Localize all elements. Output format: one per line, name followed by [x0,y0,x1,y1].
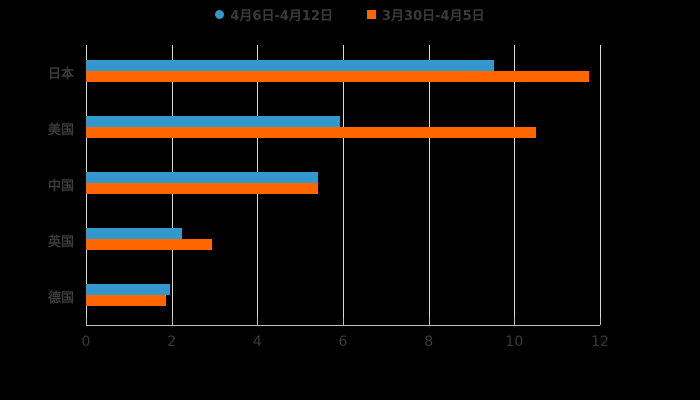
x-axis-tick-label: 6 [338,334,348,350]
x-axis-tick [428,318,430,325]
x-axis-tick-label: 12 [591,334,609,350]
legend-label: 3月30日-4月5日 [382,8,485,24]
bar-series2[interactable] [86,239,213,250]
square-marker-icon [367,9,376,19]
category-label: 英国 [48,235,75,250]
legend-label: 4月6日-4月12日 [230,8,333,24]
category-label: 中国 [48,179,75,194]
bar-series2[interactable] [86,295,167,306]
bar-series1[interactable] [86,60,495,71]
bar-series1[interactable] [86,284,170,295]
x-axis-tick [600,318,601,325]
x-axis-tick-label: 0 [81,334,91,350]
legend-item-series2[interactable]: 3月30日-4月5日 [367,5,485,24]
bar-series1[interactable] [86,116,341,127]
x-axis-tick-label: 4 [252,334,262,350]
gridline [343,45,344,325]
bar-series2[interactable] [86,183,319,194]
x-axis [86,325,600,326]
bar-series1[interactable] [86,228,182,239]
chart-legend: 4月6日-4月12日 3月30日-4月5日 [0,4,700,24]
bar-series2[interactable] [86,71,590,82]
category-label: 美国 [48,123,75,138]
gridline [600,45,601,325]
gridline [428,45,430,325]
circle-marker-icon [215,9,225,19]
bar-series2[interactable] [86,127,536,138]
x-axis-tick [514,318,516,325]
category-label: 日本 [48,67,75,82]
bar-series1[interactable] [86,172,319,183]
category-label: 德国 [48,291,75,306]
gridline [514,45,516,325]
x-axis-tick-label: 2 [167,334,177,350]
legend-item-series1[interactable]: 4月6日-4月12日 [215,5,333,24]
x-axis-tick [171,318,173,325]
x-axis-tick [86,318,87,325]
x-axis-tick-label: 10 [505,334,524,350]
x-axis-tick-label: 8 [424,334,434,350]
x-axis-tick [343,318,344,325]
x-axis-tick [257,318,259,325]
